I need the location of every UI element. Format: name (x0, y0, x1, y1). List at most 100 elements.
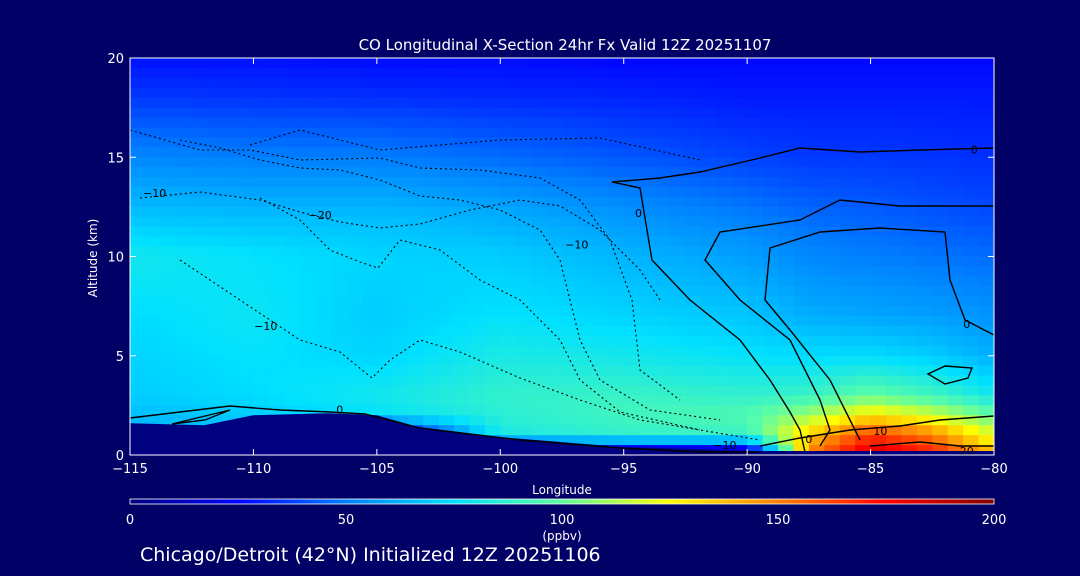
co-cell (469, 147, 486, 158)
co-cell (484, 246, 501, 258)
co-cell (268, 127, 285, 139)
co-cell (685, 435, 702, 446)
co-cell (376, 77, 393, 89)
co-cell (515, 187, 532, 198)
co-cell (608, 236, 625, 248)
co-cell (839, 276, 856, 287)
co-cell (824, 375, 841, 387)
co-cell (160, 405, 177, 416)
co-cell (268, 97, 285, 109)
co-cell (762, 246, 779, 258)
co-cell (222, 375, 239, 387)
co-cell (685, 226, 702, 238)
co-cell (392, 206, 409, 218)
co-cell (808, 325, 825, 337)
co-cell (238, 395, 255, 406)
co-cell (623, 177, 640, 188)
co-cell (747, 147, 764, 158)
co-cell (731, 385, 748, 397)
co-cell (253, 365, 270, 377)
co-cell (222, 395, 239, 406)
co-cell (731, 306, 748, 317)
co-cell (454, 87, 471, 99)
co-cell (562, 345, 579, 357)
co-cell (130, 316, 147, 327)
co-cell (376, 226, 393, 238)
co-cell (562, 435, 579, 446)
co-cell (423, 375, 440, 387)
co-cell (423, 355, 440, 367)
co-cell (284, 246, 301, 258)
co-cell (793, 256, 810, 268)
co-cell (469, 296, 486, 307)
co-cell (176, 226, 193, 238)
co-cell (253, 296, 270, 307)
co-cell (886, 147, 903, 158)
co-cell (454, 335, 471, 347)
co-cell (392, 325, 409, 337)
co-cell (716, 345, 733, 357)
co-cell (438, 355, 455, 367)
co-cell (762, 316, 779, 327)
co-cell (670, 187, 687, 198)
co-cell (330, 137, 347, 148)
co-cell (808, 97, 825, 109)
co-cell (592, 335, 609, 347)
co-cell (824, 435, 841, 446)
co-cell (670, 216, 687, 228)
co-cell (685, 127, 702, 139)
co-cell (623, 107, 640, 119)
co-cell (500, 187, 517, 198)
co-cell (160, 157, 177, 168)
co-cell (392, 157, 409, 168)
co-cell (639, 335, 656, 347)
co-cell (531, 137, 548, 148)
co-cell (562, 415, 579, 426)
co-cell (207, 296, 224, 307)
co-cell (731, 266, 748, 277)
co-cell (947, 167, 964, 178)
co-cell (222, 335, 239, 347)
co-cell (731, 187, 748, 198)
co-cell (145, 335, 162, 347)
co-cell (376, 395, 393, 406)
contour-label: 0 (805, 433, 812, 446)
co-cell (592, 157, 609, 168)
co-cell (423, 97, 440, 109)
co-cell (500, 246, 517, 258)
co-cell (346, 196, 363, 208)
co-cell (253, 345, 270, 357)
co-cell (947, 117, 964, 129)
co-cell (824, 167, 841, 178)
co-cell (515, 67, 532, 79)
co-cell (762, 415, 779, 426)
co-cell (160, 325, 177, 337)
co-cell (824, 385, 841, 397)
co-cell (160, 206, 177, 218)
co-cell (191, 97, 208, 109)
co-cell (808, 107, 825, 119)
co-cell (438, 296, 455, 307)
co-cell (454, 296, 471, 307)
co-cell (253, 256, 270, 268)
co-cell (700, 335, 717, 347)
co-cell (346, 117, 363, 129)
colorbar-ticks: 0 50 100 150 200 (126, 513, 1007, 528)
co-cell (978, 216, 994, 228)
co-cell (484, 107, 501, 119)
co-cell (484, 415, 501, 426)
co-cell (268, 206, 285, 218)
co-cell (392, 306, 409, 317)
co-cell (284, 316, 301, 327)
co-cell (824, 187, 841, 198)
co-cell (160, 137, 177, 148)
co-cell (284, 395, 301, 406)
co-cell (438, 395, 455, 406)
co-cell (438, 97, 455, 109)
co-cell (376, 58, 393, 69)
co-cell (731, 435, 748, 446)
co-cell (623, 58, 640, 69)
co-cell (176, 276, 193, 287)
co-cell (855, 167, 872, 178)
co-cell (392, 395, 409, 406)
